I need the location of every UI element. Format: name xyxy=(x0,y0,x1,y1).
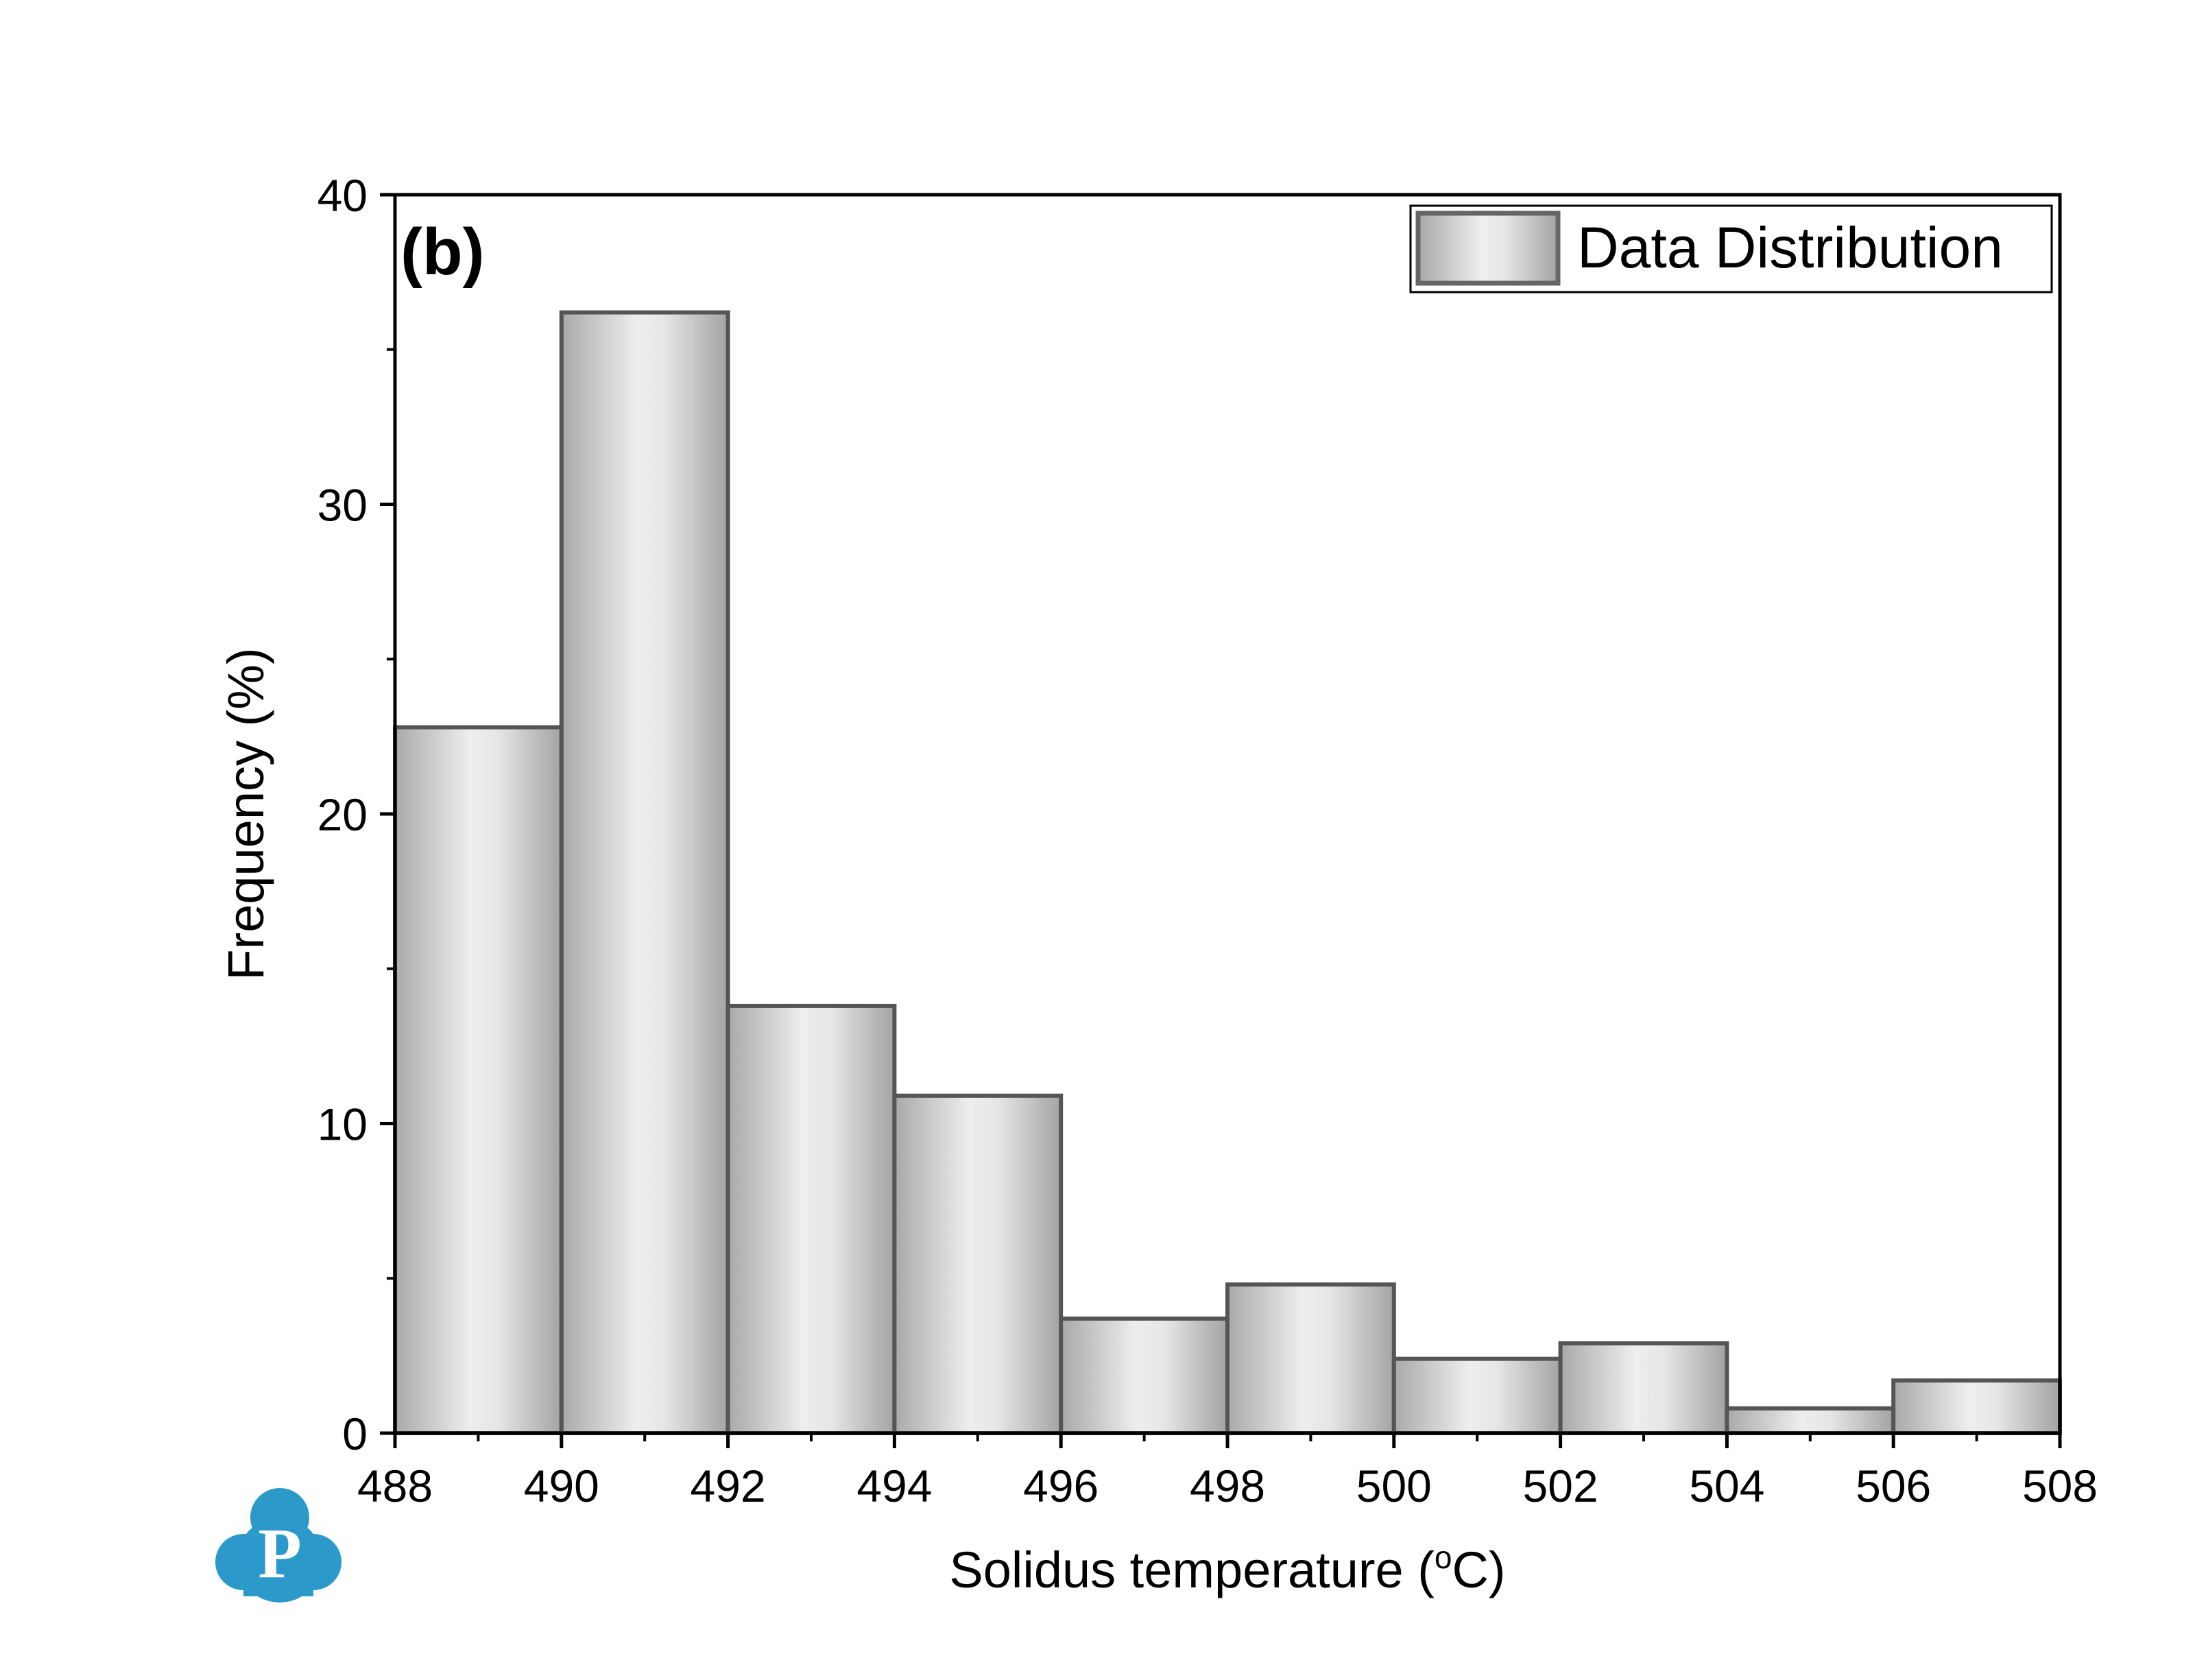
histogram-bar xyxy=(559,310,730,1436)
x-axis-label-end: C) xyxy=(1452,1541,1505,1598)
legend-label: Data Distribution xyxy=(1577,215,2003,280)
x-tick-label: 496 xyxy=(1023,1461,1099,1511)
y-tick-label: 30 xyxy=(317,480,368,531)
bars-group xyxy=(393,310,2062,1436)
y-axis-ticks: 0 10 20 30 40 xyxy=(317,170,395,1459)
histogram-bar xyxy=(725,1003,897,1436)
histogram-bar xyxy=(1558,1341,1729,1435)
x-tick-label: 508 xyxy=(2022,1461,2098,1511)
x-tick-label: 506 xyxy=(1856,1461,1931,1511)
histogram-bar xyxy=(1391,1356,1563,1436)
y-tick-label: 10 xyxy=(317,1099,368,1150)
y-axis-label: Frequency (%) xyxy=(217,647,274,980)
y-tick-label: 40 xyxy=(317,170,368,221)
x-axis-label-sup: o xyxy=(1435,1539,1452,1575)
x-tick-label: 504 xyxy=(1689,1461,1764,1511)
histogram-bar xyxy=(393,725,564,1435)
x-tick-label: 498 xyxy=(1190,1461,1265,1511)
x-tick-label: 500 xyxy=(1356,1461,1432,1511)
histogram-bar xyxy=(892,1093,1064,1435)
x-tick-label: 488 xyxy=(357,1461,433,1511)
histogram-bar xyxy=(1225,1282,1396,1436)
x-tick-label: 490 xyxy=(524,1461,599,1511)
histogram-bar xyxy=(1059,1316,1230,1435)
x-tick-label: 494 xyxy=(856,1461,932,1511)
histogram-bar xyxy=(1725,1406,1896,1435)
y-tick-label: 0 xyxy=(342,1408,368,1459)
legend-swatch xyxy=(1415,211,1561,286)
x-axis-ticks: 488 490 492 494 496 498 500 502 504 506 508 xyxy=(357,1433,2098,1511)
legend: Data Distribution xyxy=(1409,204,2053,293)
histogram-bar xyxy=(1891,1378,2062,1435)
logo-letter: P xyxy=(258,1514,302,1593)
y-tick-label: 20 xyxy=(317,789,368,840)
x-tick-label: 492 xyxy=(691,1461,766,1511)
x-axis-label-main: Solidus temperature ( xyxy=(949,1541,1435,1598)
x-axis-label: Solidus temperature (oC) xyxy=(949,1539,1505,1598)
p-cloud-logo-icon: P xyxy=(215,1488,341,1603)
x-tick-label: 502 xyxy=(1523,1461,1598,1511)
panel-label: (b) xyxy=(400,215,485,289)
